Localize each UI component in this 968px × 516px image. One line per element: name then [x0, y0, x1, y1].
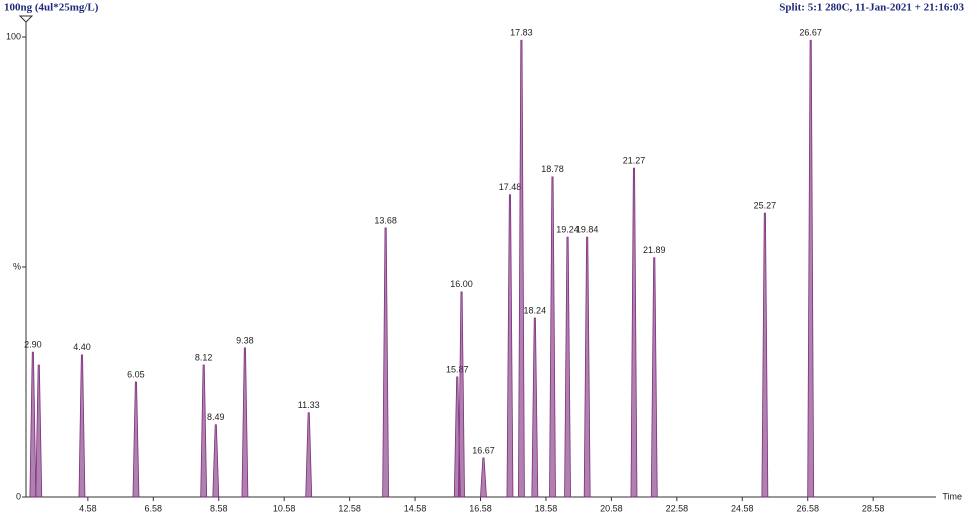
- peak-label: 18.78: [541, 164, 564, 174]
- peak-label: 8.12: [195, 352, 213, 362]
- peak-label: 17.83: [510, 28, 533, 38]
- peak-label: 18.24: [524, 305, 547, 315]
- chart-subtitle: Split: 5:1 280C, 11-Jan-2021 + 21:16:03: [779, 2, 964, 14]
- peak: [518, 39, 525, 498]
- peak: [78, 354, 86, 498]
- y-tick-label: 100: [6, 31, 21, 41]
- peak-label: 4.40: [73, 342, 91, 352]
- peak-label: 2.90: [24, 339, 42, 349]
- x-tick-label: 22.58: [666, 503, 689, 513]
- peak: [583, 236, 591, 498]
- peak-label: 6.05: [127, 369, 145, 379]
- peak: [506, 194, 514, 498]
- peak: [29, 351, 37, 498]
- x-tick-label: 12.58: [338, 503, 361, 513]
- peak: [458, 291, 465, 498]
- x-tick-label: 24.58: [731, 503, 754, 513]
- y-tick-label: %: [13, 261, 21, 271]
- peak-label: 19.84: [576, 224, 599, 234]
- axis-marker: [18, 15, 34, 23]
- peak: [35, 364, 43, 498]
- peak: [305, 412, 313, 498]
- peak-label: 25.27: [754, 201, 777, 211]
- peak-label: 8.49: [207, 412, 225, 422]
- peak-label: 9.38: [236, 335, 254, 345]
- x-tick-label: 16.58: [469, 503, 492, 513]
- peak-label: 17.48: [499, 182, 522, 192]
- peak-label: 21.89: [643, 245, 666, 255]
- x-tick-label: 6.58: [145, 503, 163, 513]
- peak-label: 26.67: [799, 28, 822, 38]
- x-tick-label: 14.58: [404, 503, 427, 513]
- peak: [549, 176, 556, 498]
- peak: [382, 227, 390, 498]
- x-tick-label: 8.58: [210, 503, 228, 513]
- peak: [531, 317, 539, 498]
- x-tick-label: 28.58: [862, 503, 885, 513]
- peak-label: 13.68: [374, 215, 397, 225]
- peak: [480, 457, 487, 498]
- peak-label: 19.24: [556, 224, 579, 234]
- peak: [200, 364, 208, 498]
- x-tick-label: 18.58: [535, 503, 558, 513]
- x-tick-label: 20.58: [600, 503, 623, 513]
- peak-label: 11.33: [298, 400, 320, 410]
- peak: [132, 381, 140, 498]
- chart-title: 100ng (4ul*25mg/L): [4, 2, 99, 14]
- peak: [630, 167, 638, 498]
- peak: [650, 257, 658, 498]
- x-axis-label: Time: [942, 491, 962, 501]
- peak: [761, 212, 769, 498]
- peak: [807, 39, 815, 498]
- peak-label: 21.27: [623, 155, 646, 165]
- peak-label: 16.00: [450, 279, 473, 289]
- peak-label: 15.87: [446, 364, 469, 374]
- peak: [241, 347, 249, 498]
- peak-label: 16.67: [472, 445, 495, 455]
- x-tick-label: 4.58: [79, 503, 97, 513]
- peak: [212, 424, 220, 498]
- x-tick-label: 10.58: [273, 503, 296, 513]
- y-tick-label: 0: [16, 491, 21, 501]
- peak: [564, 236, 571, 498]
- x-tick-label: 26.58: [796, 503, 819, 513]
